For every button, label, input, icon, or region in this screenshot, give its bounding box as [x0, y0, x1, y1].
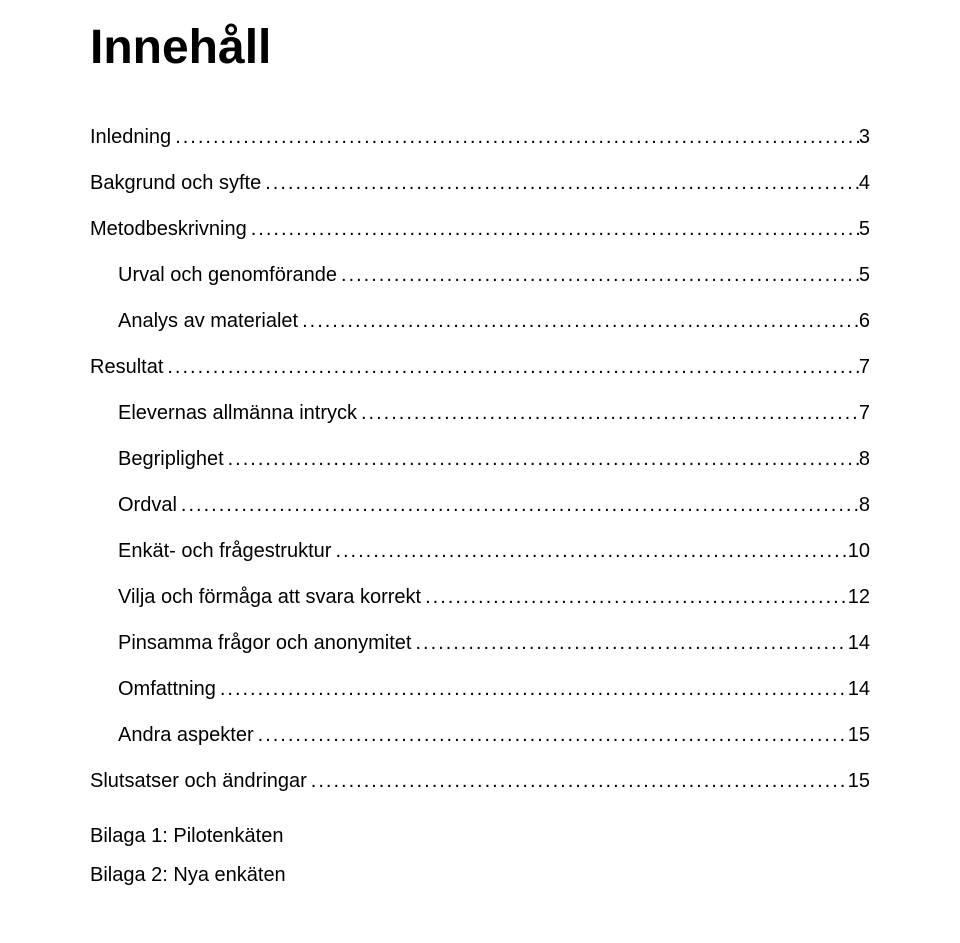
toc-label: Slutsatser och ändringar	[90, 767, 307, 795]
toc-label: Ordval	[90, 491, 177, 519]
toc-row: Slutsatser och ändringar 15	[90, 767, 870, 795]
toc-page-number: 8	[859, 445, 870, 473]
toc-page-number: 7	[859, 399, 870, 427]
toc-page-number: 15	[848, 767, 870, 795]
toc-label: Pinsamma frågor och anonymitet	[90, 629, 411, 657]
toc-page-number: 8	[859, 491, 870, 519]
toc-leader	[298, 307, 859, 335]
toc-page-number: 7	[859, 353, 870, 381]
toc-label: Analys av materialet	[90, 307, 298, 335]
toc-leader	[177, 491, 859, 519]
toc-label: Elevernas allmänna intryck	[90, 399, 357, 427]
toc-label: Metodbeskrivning	[90, 215, 247, 243]
toc-row: Enkät- och frågestruktur 10	[90, 537, 870, 565]
toc-leader	[247, 215, 859, 243]
toc-row: Ordval 8	[90, 491, 870, 519]
toc-leader	[411, 629, 847, 657]
toc-row: Pinsamma frågor och anonymitet 14	[90, 629, 870, 657]
toc-page-number: 15	[848, 721, 870, 749]
toc-label: Urval och genomförande	[90, 261, 337, 289]
toc-leader	[331, 537, 847, 565]
toc-leader	[357, 399, 859, 427]
toc-leader	[307, 767, 848, 795]
toc-leader	[216, 675, 848, 703]
toc-label: Resultat	[90, 353, 163, 381]
toc-page-number: 14	[848, 675, 870, 703]
toc-row: Vilja och förmåga att svara korrekt 12	[90, 583, 870, 611]
toc-page-number: 5	[859, 215, 870, 243]
toc-page-number: 4	[859, 169, 870, 197]
toc-leader	[337, 261, 859, 289]
toc-page-number: 3	[859, 123, 870, 151]
toc-leader	[254, 721, 848, 749]
toc-row: Bakgrund och syfte 4	[90, 169, 870, 197]
toc-label: Inledning	[90, 123, 171, 151]
toc-page-number: 5	[859, 261, 870, 289]
toc-page-number: 10	[848, 537, 870, 565]
toc-leader	[171, 123, 859, 151]
toc-row: Elevernas allmänna intryck 7	[90, 399, 870, 427]
toc-leader	[421, 583, 848, 611]
document-page: Innehåll Inledning 3 Bakgrund och syfte 4 Me…	[0, 0, 960, 943]
attachments-list: Bilaga 1: Pilotenkäten Bilaga 2: Nya enkä…	[90, 825, 870, 887]
attachment-item: Bilaga 2: Nya enkäten	[90, 864, 870, 887]
toc-page-number: 12	[848, 583, 870, 611]
toc-label: Vilja och förmåga att svara korrekt	[90, 583, 421, 611]
toc-label: Omfattning	[90, 675, 216, 703]
toc-row: Metodbeskrivning 5	[90, 215, 870, 243]
toc-row: Andra aspekter 15	[90, 721, 870, 749]
toc-row: Omfattning 14	[90, 675, 870, 703]
attachment-item: Bilaga 1: Pilotenkäten	[90, 825, 870, 848]
toc-label: Bakgrund och syfte	[90, 169, 261, 197]
page-title: Innehåll	[90, 20, 870, 75]
toc-row: Begriplighet 8	[90, 445, 870, 473]
toc-label: Enkät- och frågestruktur	[90, 537, 331, 565]
toc-row: Resultat 7	[90, 353, 870, 381]
toc-label: Begriplighet	[90, 445, 224, 473]
toc-leader	[261, 169, 859, 197]
toc-leader	[224, 445, 859, 473]
toc-page-number: 14	[848, 629, 870, 657]
table-of-contents: Inledning 3 Bakgrund och syfte 4 Metodbeskri…	[90, 123, 870, 795]
toc-label: Andra aspekter	[90, 721, 254, 749]
toc-row: Inledning 3	[90, 123, 870, 151]
toc-row: Urval och genomförande 5	[90, 261, 870, 289]
toc-page-number: 6	[859, 307, 870, 335]
toc-leader	[163, 353, 859, 381]
toc-row: Analys av materialet 6	[90, 307, 870, 335]
